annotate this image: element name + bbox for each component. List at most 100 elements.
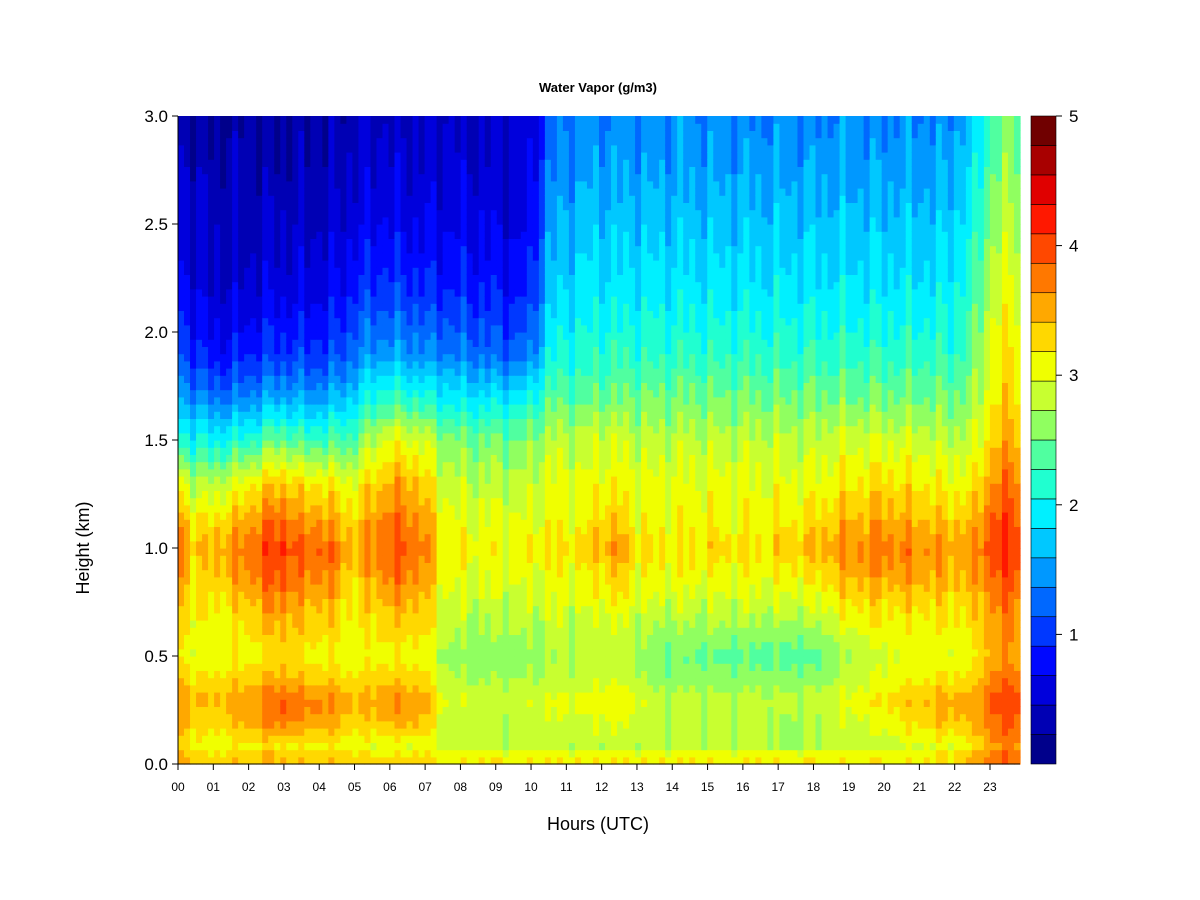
heatmap-cell xyxy=(310,548,317,556)
heatmap-cell xyxy=(178,497,185,506)
heatmap-cell xyxy=(286,699,293,707)
heatmap-cell xyxy=(502,512,510,520)
heatmap-cell xyxy=(292,713,299,722)
heatmap-cell xyxy=(484,360,492,369)
heatmap-cell xyxy=(274,670,281,679)
heatmap-cell xyxy=(424,735,432,743)
heatmap-cell xyxy=(376,411,384,419)
heatmap-cell xyxy=(442,627,450,635)
heatmap-cell xyxy=(412,389,420,398)
heatmap-cell xyxy=(424,195,432,203)
heatmap-cell xyxy=(316,274,323,283)
heatmap-cell xyxy=(454,144,462,153)
heatmap-cell xyxy=(424,612,432,621)
heatmap-cell xyxy=(340,339,347,347)
heatmap-cell xyxy=(478,425,486,434)
heatmap-cell xyxy=(322,612,329,621)
heatmap-cell xyxy=(472,620,480,628)
heatmap-cell xyxy=(274,663,281,671)
heatmap-cell xyxy=(232,411,239,419)
heatmap-cell xyxy=(220,209,227,218)
heatmap-cell xyxy=(418,548,426,556)
heatmap-cell xyxy=(424,180,432,189)
heatmap-cell xyxy=(244,116,251,124)
heatmap-cell xyxy=(220,476,227,484)
heatmap-cell xyxy=(382,605,390,614)
heatmap-cell xyxy=(316,461,323,470)
heatmap-cell xyxy=(190,735,197,743)
heatmap-cell xyxy=(280,533,287,542)
heatmap-cell xyxy=(244,540,251,549)
heatmap-cell xyxy=(406,432,414,441)
heatmap-cell xyxy=(430,569,438,578)
heatmap-cell xyxy=(388,584,396,592)
heatmap-cell xyxy=(466,303,474,311)
heatmap-cell xyxy=(280,749,287,758)
heatmap-cell xyxy=(364,591,372,599)
heatmap-cell xyxy=(490,526,498,535)
heatmap-cell xyxy=(478,641,486,650)
heatmap-cell xyxy=(226,533,233,542)
heatmap-cell xyxy=(298,281,305,290)
heatmap-cell xyxy=(286,497,293,506)
heatmap-cell xyxy=(364,648,372,657)
heatmap-cell xyxy=(340,461,347,470)
heatmap-cell xyxy=(418,634,426,643)
heatmap-cell xyxy=(454,274,462,283)
heatmap-cell xyxy=(274,152,281,160)
heatmap-cell xyxy=(196,332,203,340)
heatmap-cell xyxy=(382,209,390,218)
heatmap-cell xyxy=(340,447,347,455)
heatmap-cell xyxy=(472,476,480,484)
heatmap-cell xyxy=(346,576,354,585)
heatmap-cell xyxy=(238,274,245,283)
heatmap-cell xyxy=(406,224,414,232)
heatmap-cell xyxy=(358,620,366,628)
heatmap-cell xyxy=(412,591,420,599)
heatmap-cell xyxy=(274,188,281,196)
heatmap-cell xyxy=(364,483,372,491)
heatmap-cell xyxy=(364,713,372,722)
heatmap-cell xyxy=(322,245,329,254)
heatmap-cell xyxy=(358,339,366,347)
heatmap-cell xyxy=(358,504,366,513)
heatmap-cell xyxy=(394,504,402,513)
heatmap-cell xyxy=(292,180,299,189)
heatmap-cell xyxy=(496,627,504,635)
heatmap-cell xyxy=(184,706,191,715)
heatmap-cell xyxy=(184,396,191,405)
heatmap-cell xyxy=(298,663,305,671)
heatmap-cell xyxy=(286,303,293,311)
heatmap-cell xyxy=(214,432,221,441)
heatmap-cell xyxy=(412,569,420,578)
heatmap-cell xyxy=(484,267,492,275)
heatmap-cell xyxy=(268,245,275,254)
heatmap-cell xyxy=(412,454,420,463)
heatmap-cell xyxy=(466,512,474,520)
heatmap-cell xyxy=(340,303,347,311)
heatmap-cell xyxy=(382,548,390,556)
heatmap-cell xyxy=(322,209,329,218)
heatmap-cell xyxy=(376,663,384,671)
heatmap-cell xyxy=(328,454,335,463)
heatmap-cell xyxy=(304,317,311,326)
heatmap-cell xyxy=(226,548,233,556)
heatmap-cell xyxy=(454,195,462,203)
heatmap-cell xyxy=(454,173,462,182)
heatmap-cell xyxy=(472,569,480,578)
heatmap-cell xyxy=(334,353,341,362)
heatmap-cell xyxy=(208,310,215,319)
heatmap-cell xyxy=(268,634,275,643)
heatmap-cell xyxy=(502,656,510,664)
heatmap-cell xyxy=(244,339,251,347)
heatmap-cell xyxy=(346,238,354,247)
heatmap-cell xyxy=(304,116,311,124)
heatmap-cell xyxy=(256,468,263,477)
heatmap-cell xyxy=(286,476,293,484)
heatmap-cell xyxy=(310,281,317,290)
heatmap-cell xyxy=(376,137,384,146)
heatmap-cell xyxy=(250,634,257,643)
heatmap-cell xyxy=(346,684,354,693)
heatmap-cell xyxy=(370,245,378,254)
heatmap-cell xyxy=(256,432,263,441)
